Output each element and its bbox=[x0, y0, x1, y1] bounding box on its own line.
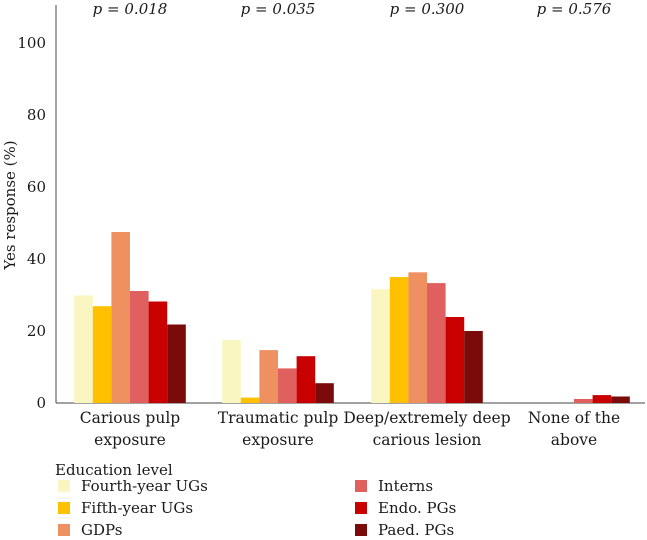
bar-fourth-year-ugs-group-1 bbox=[74, 295, 93, 403]
y-tick-label: 100 bbox=[17, 34, 46, 52]
legend-swatch bbox=[355, 502, 367, 514]
category-label: carious lesion bbox=[373, 431, 482, 449]
legend-title: Education level bbox=[55, 461, 173, 479]
bar-fifth-year-ugs-group-2 bbox=[240, 397, 260, 403]
category-labels: Carious pulp exposure Traumatic pulp exposu… bbox=[80, 409, 620, 449]
category-label: Deep/extremely deep bbox=[343, 409, 510, 427]
bar-endo-pgs-group-2 bbox=[296, 356, 316, 403]
y-axis-ticks: 0 20 40 60 80 100 bbox=[17, 34, 46, 412]
legend-label: Endo. PGs bbox=[378, 499, 456, 517]
legend-label: Interns bbox=[378, 477, 433, 495]
bar-interns-group-2 bbox=[278, 368, 297, 403]
category-label: exposure bbox=[242, 431, 314, 449]
bar-paed-pgs-group-3 bbox=[464, 331, 483, 403]
legend-swatch bbox=[355, 480, 367, 492]
y-tick-label: 20 bbox=[27, 322, 46, 340]
legend: Fourth-year UGs Fifth-year UGs GDPs Interns… bbox=[58, 477, 456, 539]
bar-gdps-group-1 bbox=[111, 232, 130, 403]
bar-interns-group-1 bbox=[130, 291, 149, 403]
legend-label: Fourth-year UGs bbox=[81, 477, 208, 495]
bar-paed-pgs-group-1 bbox=[167, 324, 186, 403]
y-tick-label: 40 bbox=[27, 250, 46, 268]
legend-label: Fifth-year UGs bbox=[81, 499, 193, 517]
category-label: None of the bbox=[528, 409, 620, 427]
p-value-label: p = 0.576 bbox=[537, 0, 612, 18]
bar-gdps-group-2 bbox=[259, 350, 278, 403]
p-value-label: p = 0.018 bbox=[93, 0, 168, 18]
y-axis-label: Yes response (%) bbox=[1, 140, 19, 270]
legend-swatch bbox=[58, 480, 70, 492]
bar-fourth-year-ugs-group-2 bbox=[222, 340, 241, 403]
legend-swatch bbox=[58, 524, 70, 536]
bar-interns-group-3 bbox=[427, 283, 446, 403]
p-value-label: p = 0.035 bbox=[241, 0, 316, 18]
y-tick-label: 80 bbox=[27, 106, 46, 124]
y-tick-label: 60 bbox=[27, 178, 46, 196]
bar-paed-pgs-group-4 bbox=[611, 396, 630, 403]
p-value-labels: p = 0.018 p = 0.035 p = 0.300 p = 0.576 bbox=[93, 0, 612, 18]
legend-label: Paed. PGs bbox=[378, 521, 454, 539]
bar-endo-pgs-group-1 bbox=[148, 301, 168, 403]
bar-fifth-year-ugs-group-3 bbox=[389, 277, 409, 403]
category-label: Carious pulp bbox=[80, 409, 181, 427]
bar-gdps-group-3 bbox=[408, 272, 427, 403]
category-label: above bbox=[551, 431, 597, 449]
legend-label: GDPs bbox=[81, 521, 122, 539]
bar-endo-pgs-group-4 bbox=[592, 395, 612, 403]
category-label: exposure bbox=[94, 431, 166, 449]
y-tick-label: 0 bbox=[36, 394, 46, 412]
bars bbox=[74, 232, 630, 403]
bar-paed-pgs-group-2 bbox=[315, 383, 334, 403]
bar-fifth-year-ugs-group-1 bbox=[92, 306, 112, 403]
bar-interns-group-4 bbox=[574, 399, 593, 403]
bar-fourth-year-ugs-group-3 bbox=[371, 289, 390, 403]
legend-swatch bbox=[58, 502, 70, 514]
p-value-label: p = 0.300 bbox=[390, 0, 465, 18]
legend-swatch bbox=[355, 524, 367, 536]
bar-endo-pgs-group-3 bbox=[445, 317, 465, 403]
category-label: Traumatic pulp bbox=[218, 409, 339, 427]
